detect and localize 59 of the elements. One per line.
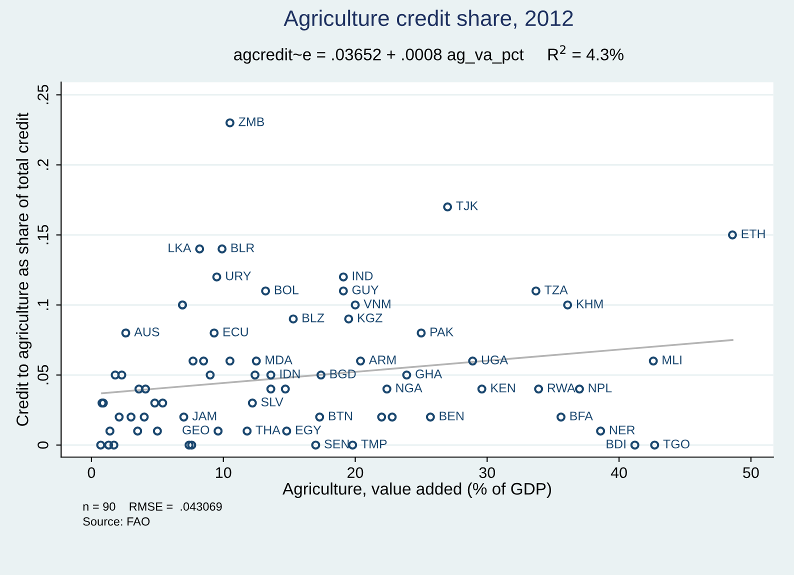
data-label: AUS [134,328,160,336]
data-label: BDI [606,440,626,448]
x-axis-title: Agriculture, value added (% of GDP) [282,482,552,498]
data-label: ZMB [238,117,264,126]
data-label: RWA [548,384,576,392]
x-tick-label: 40 [610,467,627,478]
data-label: ARM [368,356,396,364]
data-label: TJK [456,202,478,210]
x-tick-label: 30 [479,467,496,478]
data-label: EGY [296,426,322,434]
y-tick-label: .1 [38,299,48,310]
y-tick-label: 0 [38,441,48,449]
data-label: PAK [430,328,454,336]
data-label: TMP [361,440,387,448]
data-label: BGD [330,370,356,378]
data-label: NGA [396,384,422,392]
chart-title: Agriculture credit share, 2012 [284,10,573,30]
data-label: BEN [440,412,464,420]
data-label: ETH [742,230,765,238]
source-note: Source: FAO [83,517,150,526]
data-label: SEN [324,440,349,448]
data-label: KHM [576,300,603,308]
data-label: VNM [364,300,390,308]
y-axis-title: Credit to agriculture as share of total credit [16,112,32,426]
chart-subtitle: agcredit~e = .03652 + .0008 ag_va_pct R$^{2}$ = 4.3% [234,45,624,64]
data-label: KGZ [358,313,382,322]
x-tick-label: 20 [348,467,364,478]
data-label: ECU [223,328,248,336]
data-label: TGO [663,440,690,448]
data-label: GUY [352,285,379,294]
data-label: LKA [168,244,192,252]
x-tick-label: 10 [216,467,232,478]
data-label: BLZ [302,314,324,322]
data-label: UGA [482,356,508,364]
data-label: GEO [182,426,210,434]
y-tick-label: .2 [38,159,48,170]
data-label: JAM [192,412,216,420]
data-label: NER [610,426,635,434]
data-label: BLR [231,244,254,252]
data-label: IND [352,272,373,280]
data-label: SLV [261,398,284,406]
y-tick-label: .25 [38,84,48,104]
data-label: MLI [662,356,682,364]
data-label: KEN [491,384,515,392]
y-tick-label: .05 [38,365,48,384]
y-tick-label: .15 [38,224,48,244]
data-label: BTN [329,412,352,420]
x-tick-label: 50 [743,467,759,478]
data-label: IDN [280,370,300,378]
text: n = 90 RMSE = .043069 [83,502,222,511]
data-label: MDA [266,356,292,364]
data-label: THA [256,426,280,434]
data-label: BOL [274,285,298,294]
x-tick-label: 0 [88,467,96,478]
data-label: URY [226,272,251,280]
data-label: TZA [544,286,568,294]
data-label: NPL [588,384,612,392]
data-label: GHA [416,370,442,378]
data-label: BFA [570,412,593,420]
